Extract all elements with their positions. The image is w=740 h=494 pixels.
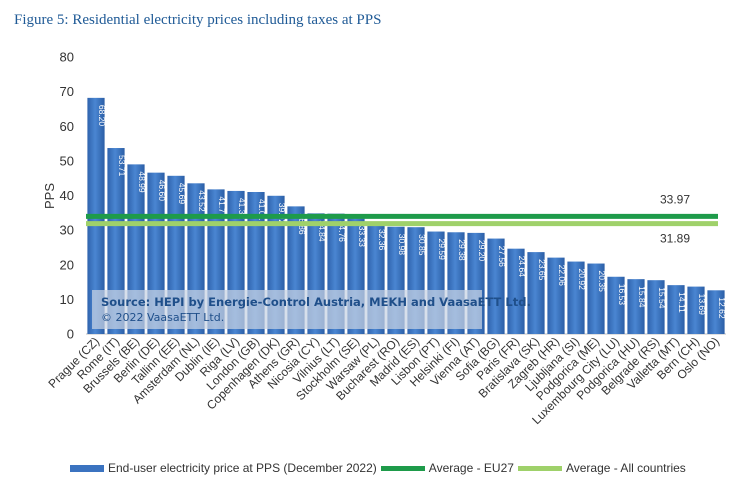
bar-value-label: 12.62 [717,297,727,319]
bar-value-label: 39.92 [277,203,287,225]
bar-value-label: 15.54 [657,287,667,309]
y-tick-label: 50 [60,153,74,168]
legend-item-all: Average - All countries [517,461,690,475]
bar-value-label: 29.20 [477,240,487,262]
bar [487,238,505,334]
bar-value-label: 24.64 [517,256,527,278]
bar-value-label: 16.53 [617,284,627,306]
bar-value-label: 29.38 [457,239,467,261]
y-tick-label: 30 [60,223,74,238]
bar-value-label: 48.99 [137,171,147,193]
y-tick-label: 10 [60,292,74,307]
bar-value-label: 32.36 [377,229,387,251]
bar [507,248,525,334]
bar-value-label: 43.52 [197,190,207,212]
eu27-average-label: 33.97 [660,192,690,206]
bar [527,252,545,334]
bar [647,280,665,334]
bar [107,148,125,334]
legend-item-eu27: Average - EU27 [380,461,518,475]
legend-item-bars: End-user electricity price at PPS (Decem… [70,461,381,475]
bar-value-label: 34.76 [337,221,347,243]
figure-title: Figure 5: Residential electricity prices… [14,12,382,28]
bar-value-label: 45.69 [177,183,187,205]
bar [627,279,645,334]
bar [567,261,585,334]
bar-value-label: 41.32 [237,198,247,220]
legend-swatch-bars [70,464,104,472]
bar-value-label: 68.20 [97,105,107,127]
x-axis: Prague (CZ)Rome (IT)Brussels (BE)Berlin … [46,334,723,427]
copyright-text: © 2022 VaasaETT Ltd. [101,311,224,324]
legend-label-all: Average - All countries [565,461,686,475]
legend: End-user electricity price at PPS (Decem… [70,461,690,475]
y-tick-label: 20 [60,257,74,272]
legend-label-eu27: Average - EU27 [428,461,514,475]
y-tick-label: 60 [60,119,74,134]
source-text: Source: HEPI by Energie-Control Austria,… [101,295,531,309]
bar-value-label: 20.35 [597,271,607,293]
y-axis-label: PPS [42,183,57,209]
y-tick-label: 0 [67,327,74,342]
bar-value-label: 30.85 [417,234,427,256]
bar-value-label: 30.98 [397,234,407,256]
average-lines: 33.97 31.89 [86,192,718,246]
bar-value-label: 34.84 [317,220,327,242]
bar-value-label: 23.65 [537,259,547,281]
y-tick-label: 40 [60,188,74,203]
bar-value-label: 41.77 [217,196,227,218]
legend-swatch-all [517,465,562,471]
bar-value-label: 33.33 [357,226,367,248]
source-box [92,290,482,329]
bar [707,290,725,334]
bar-value-label: 27.56 [497,246,507,268]
source-annotation: Source: HEPI by Energie-Control Austria,… [92,290,531,329]
legend-swatch-eu27 [380,465,425,471]
bar [687,286,705,334]
bar [587,263,605,334]
y-tick-label: 70 [60,84,74,99]
bar-value-label: 29.59 [437,239,447,261]
bar-value-label: 20.92 [577,269,587,291]
bar [547,257,565,334]
bar-value-label: 15.84 [637,286,647,308]
all-countries-average-label: 31.89 [660,232,690,246]
bar [607,276,625,334]
bar-value-label: 41.01 [257,199,267,221]
bar [667,285,685,334]
bar-value-label: 13.69 [697,294,707,316]
y-tick-label: 80 [60,50,74,65]
bar-value-label: 22.06 [557,265,567,287]
legend-label-bars: End-user electricity price at PPS (Decem… [108,461,377,475]
bar-value-label: 46.60 [157,180,167,202]
bar-value-label: 14.11 [677,292,687,313]
bar-value-label: 53.71 [117,155,127,177]
